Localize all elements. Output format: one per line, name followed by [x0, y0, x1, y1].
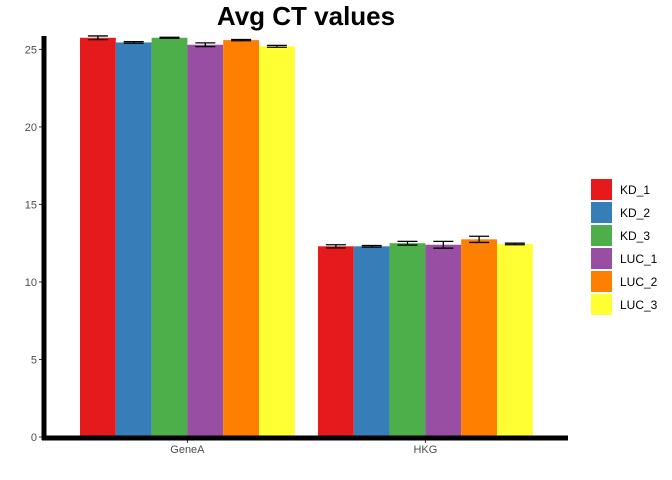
axes-layer: GeneA HKG 0 5 10 15 20 25	[25, 36, 568, 456]
y-tick-label-25: 25	[25, 44, 37, 56]
error-bar-genea-kd_1	[87, 35, 108, 41]
legend-swatch-kd_1	[591, 179, 612, 200]
x-tick-label-hkg: HKG	[413, 444, 437, 456]
legend-label-kd_3: KD_3	[620, 229, 650, 243]
legend-swatch-luc_3	[591, 294, 612, 315]
y-tick-label-0: 0	[31, 432, 37, 444]
x-tick-label-genea: GeneA	[170, 444, 205, 456]
legend-swatch-kd_3	[591, 225, 612, 246]
bar-genea-kd_1	[80, 37, 116, 437]
bar-hkg-kd_3	[389, 243, 426, 437]
legend-swatch-luc_1	[591, 248, 612, 269]
legend-swatch-kd_2	[591, 202, 612, 223]
bar-hkg-kd_2	[353, 246, 390, 437]
chart-title: Avg CT values	[217, 1, 395, 31]
bar-genea-kd_2	[115, 42, 152, 437]
y-tick-label-5: 5	[31, 354, 37, 366]
bar-genea-kd_3	[151, 37, 188, 437]
error-bar-hkg-kd_1	[325, 244, 346, 249]
legend-swatch-luc_2	[591, 271, 612, 292]
error-bar-genea-luc_2	[231, 38, 252, 42]
y-tick-label-10: 10	[25, 277, 37, 289]
legend-label-luc_1: LUC_1	[620, 252, 658, 266]
error-bar-hkg-luc_3	[504, 242, 525, 246]
bar-hkg-kd_1	[318, 246, 354, 437]
legend-label-luc_2: LUC_2	[620, 275, 658, 289]
y-tick-label-20: 20	[25, 122, 37, 134]
bar-hkg-luc_2	[461, 239, 497, 437]
error-bar-hkg-luc_1	[433, 240, 454, 249]
error-bar-hkg-kd_2	[361, 244, 382, 248]
error-bar-genea-kd_3	[159, 36, 180, 39]
bar-genea-luc_2	[223, 40, 259, 438]
error-bar-hkg-kd_3	[397, 240, 418, 246]
legend-label-luc_3: LUC_3	[620, 298, 658, 312]
bar-genea-luc_1	[187, 44, 224, 437]
error-bar-genea-kd_2	[123, 41, 144, 44]
bars-layer	[80, 37, 533, 438]
bar-genea-luc_3	[259, 46, 295, 437]
error-bars-layer	[87, 35, 525, 249]
legend-label-kd_2: KD_2	[620, 206, 650, 220]
legend: KD_1 KD_2 KD_3 LUC_1 LUC_2 LUC_3	[591, 179, 658, 315]
error-bar-genea-luc_1	[195, 42, 216, 48]
y-tick-label-15: 15	[25, 199, 37, 211]
bar-hkg-luc_1	[425, 244, 462, 437]
bar-hkg-luc_3	[497, 243, 533, 437]
error-bar-genea-luc_3	[266, 44, 287, 48]
error-bar-hkg-luc_2	[469, 235, 490, 244]
legend-label-kd_1: KD_1	[620, 183, 650, 197]
